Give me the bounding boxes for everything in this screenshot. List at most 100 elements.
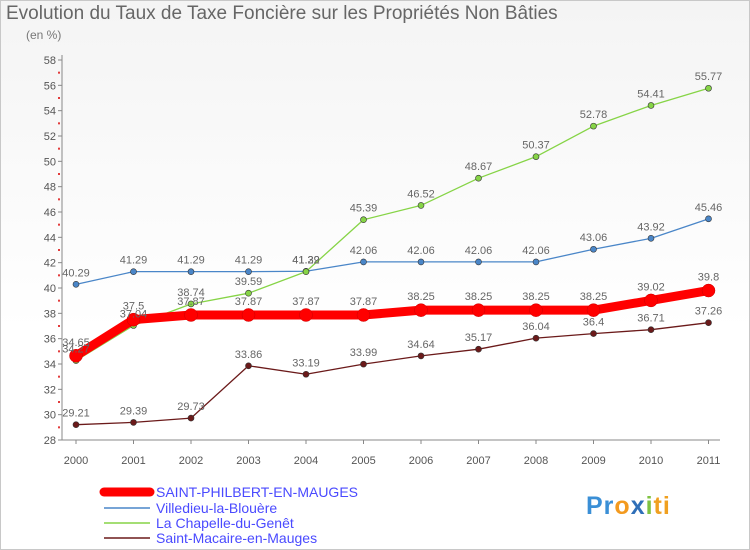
y-tick-label: 58 [44,55,56,67]
data-label: 50.37 [522,140,550,152]
data-label: 37.04 [120,308,148,320]
data-point [417,202,425,209]
data-label: 37.87 [235,296,263,308]
data-label: 46.52 [407,188,435,200]
y-minor-tick [58,350,60,353]
y-minor-tick [58,274,60,277]
data-point [586,303,601,317]
y-tick-label: 40 [44,283,56,295]
data-label: 41.29 [120,255,148,267]
data-point [187,414,195,422]
data-point [417,258,425,266]
y-minor-tick [58,223,60,226]
x-tick-label: 2011 [697,455,721,467]
data-label: 42.06 [465,245,493,257]
data-label: 33.86 [235,349,263,361]
data-label: 37.5 [123,301,144,313]
x-tick-label: 2009 [581,455,605,467]
data-label: 36.04 [522,321,550,333]
data-label: 34.64 [407,339,435,351]
y-minor-tick [58,97,60,99]
data-label: 41.29 [177,255,205,267]
y-tick-label: 34 [44,359,56,371]
data-label: 41.29 [292,255,320,267]
data-point [69,349,83,363]
data-point [532,258,540,266]
data-label: 29.39 [120,405,148,417]
data-label: 43.92 [637,221,665,233]
x-tick-label: 2001 [121,455,145,467]
data-label: 36.4 [583,317,604,329]
x-tick-label: 2002 [179,455,203,467]
y-minor-tick [58,122,60,125]
y-minor-tick [58,173,60,175]
x-tick-label: 2003 [236,455,260,467]
y-minor-tick [58,375,60,378]
data-point [187,300,195,308]
y-minor-tick [58,426,60,429]
chart-title: Evolution du Taux de Taxe Foncière sur l… [6,3,558,24]
x-tick-label: 2005 [351,455,375,467]
data-point [705,215,712,223]
y-minor-tick [58,147,60,150]
data-label: 54.41 [637,88,665,100]
y-tick-label: 28 [44,435,56,447]
data-label: 34.65 [62,337,90,349]
data-label: 33.99 [350,347,378,359]
legend-label: Saint-Macaire-en-Mauges [156,530,317,546]
legend: SAINT-PHILBERT-EN-MAUGESVilledieu-la-Blo… [99,484,358,546]
x-tick-label: 2004 [294,455,318,467]
data-point [475,174,482,182]
data-point [701,283,716,298]
data-label: 38.25 [522,291,550,303]
data-point [356,308,371,322]
data-label: 38.25 [407,291,435,303]
data-point [590,330,597,337]
data-point [705,319,712,327]
series-line [75,218,710,285]
data-label: 29.21 [62,408,90,420]
data-label: 36.71 [637,313,665,325]
logo-part: o [614,492,631,520]
x-tick-label: 2008 [524,455,548,467]
data-point [299,308,313,322]
y-tick-label: 36 [44,334,56,346]
y-tick-label: 56 [44,80,56,92]
data-point [130,268,137,275]
data-point [360,216,367,224]
y-minor-tick [58,325,60,327]
data-point [72,421,80,428]
data-labels: 29.21 29.39 29.73 33.86 33.19 33.99 34.64 35.17… [62,71,722,419]
proxiti-logo: Proxiti [586,492,671,521]
data-label: 35.17 [465,332,493,344]
y-tick-label: 30 [44,410,56,422]
x-tick-label: 2007 [466,455,490,467]
data-point [360,360,367,368]
data-label: 37.87 [177,296,205,308]
data-point [532,153,540,160]
data-point [590,245,597,253]
logo-part: ti [653,492,671,520]
data-label: 55.77 [695,71,723,83]
data-point [126,312,141,327]
data-label: 39.8 [698,272,719,284]
data-point [184,308,198,322]
logo-part: x [630,492,646,520]
data-point [130,419,137,426]
data-point [471,303,486,317]
data-point [302,268,310,275]
x-tick-label: 2010 [639,455,663,467]
data-label: 37.26 [695,306,723,318]
data-label: 40.29 [62,267,90,279]
data-label: 52.78 [580,109,608,121]
y-tick-label: 44 [44,232,56,244]
legend-label: La Chapelle-du-Genêt [156,515,294,531]
y-tick-label: 54 [44,106,56,118]
data-label: 34.27 [62,344,90,356]
data-point [414,303,428,317]
data-label: 29.73 [177,401,205,413]
series-layer [69,84,716,428]
data-label: 38.25 [580,291,608,303]
